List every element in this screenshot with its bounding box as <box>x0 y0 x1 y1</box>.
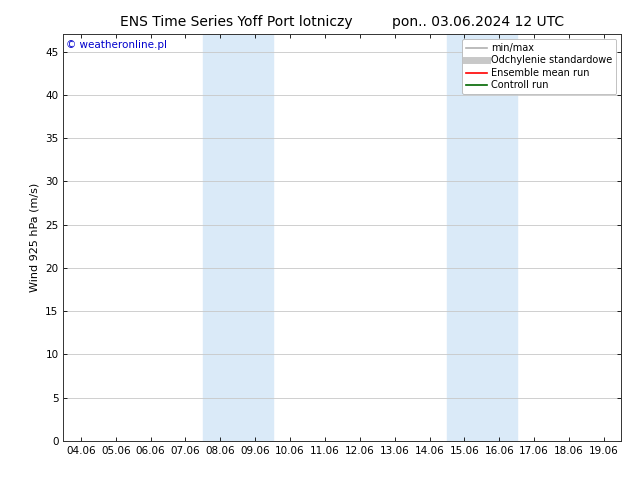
Bar <box>447 34 517 441</box>
Title: ENS Time Series Yoff Port lotniczy         pon.. 03.06.2024 12 UTC: ENS Time Series Yoff Port lotniczy pon..… <box>120 15 564 29</box>
Text: © weatheronline.pl: © weatheronline.pl <box>66 40 167 50</box>
Y-axis label: Wind 925 hPa (m/s): Wind 925 hPa (m/s) <box>30 183 40 292</box>
Bar <box>203 34 273 441</box>
Legend: min/max, Odchylenie standardowe, Ensemble mean run, Controll run: min/max, Odchylenie standardowe, Ensembl… <box>462 39 616 94</box>
